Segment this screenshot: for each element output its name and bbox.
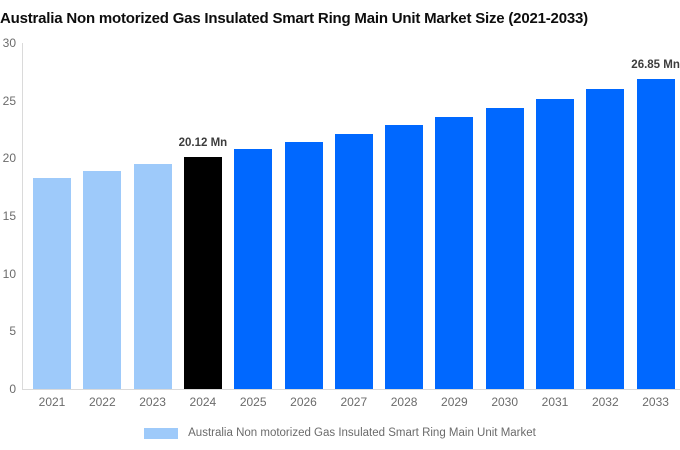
x-tick-label-2022: 2022 [88,395,116,409]
y-tick-label: 10 [2,266,16,281]
bar-2029 [435,116,474,389]
x-tick-label-2025: 2025 [239,395,267,409]
y-tick-label: 15 [2,209,16,223]
y-tick-label: 25 [2,93,16,108]
bar-2031 [536,98,574,389]
bar-2023 [133,164,172,389]
chart-title: Australia Non motorized Gas Insulated Sm… [0,10,588,27]
bar-2028 [385,125,424,389]
x-tick-label-2027: 2027 [340,395,368,409]
x-tick-label-2033: 2033 [642,395,669,409]
bar-2032 [586,89,625,389]
legend-label: Australia Non motorized Gas Insulated Sm… [188,427,536,439]
bar-2025 [234,149,273,389]
x-tick-label-2026: 2026 [290,395,317,409]
x-tick-label-2023: 2023 [139,395,166,409]
x-axis-line [22,389,680,390]
bar-2021 [33,178,71,389]
x-tick-label-2024: 2024 [189,395,217,409]
bar-2026 [284,141,323,389]
bar-value-label-2024: 20.12 Mn [178,136,228,149]
x-tick-label-2028: 2028 [390,395,418,409]
legend-swatch [144,427,179,439]
y-axis-line [22,43,23,390]
chart-legend: Australia Non motorized Gas Insulated Sm… [0,425,680,441]
x-tick-label-2021: 2021 [38,395,66,409]
bar-2033 [636,79,675,389]
bar-2022 [83,171,122,389]
bar-2027 [334,133,373,389]
x-tick-label-2032: 2032 [591,395,619,409]
bar-2024 [183,156,222,389]
bar-value-label-2033: 26.85 Mn [631,59,680,72]
x-tick-label-2030: 2030 [491,395,519,409]
bar-2030 [485,107,524,389]
x-tick-label-2029: 2029 [441,395,468,409]
y-tick-label: 5 [9,324,16,339]
y-tick-label: 30 [2,36,16,50]
y-tick-label: 0 [9,382,16,396]
x-tick-label-2031: 2031 [541,395,569,409]
y-tick-label: 20 [2,151,16,166]
